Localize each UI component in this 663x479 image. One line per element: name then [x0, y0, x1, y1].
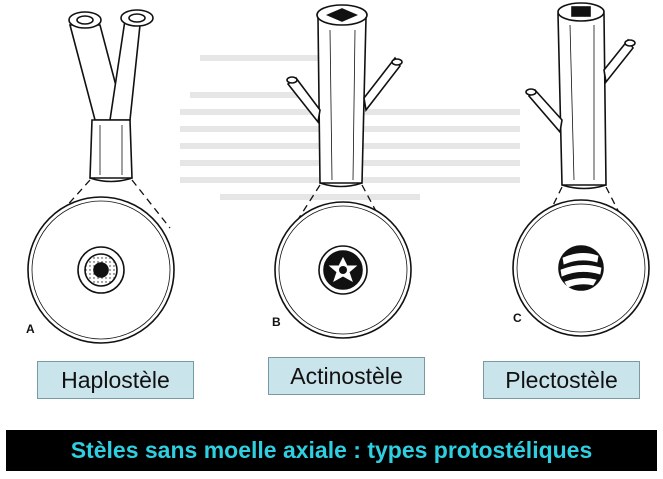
plectostele-stem-drawing: [525, 2, 636, 190]
actinostele-cross-section: [274, 201, 412, 339]
panel-letter-c: C: [513, 311, 522, 325]
haplostele-cross-section: [27, 196, 175, 344]
label-actinostele-text: Actinostèle: [290, 362, 403, 389]
panel-letter-a: A: [26, 322, 35, 336]
label-haplostele: Haplostèle: [37, 361, 194, 399]
plectostele-cross-section: [512, 199, 650, 337]
label-actinostele: Actinostèle: [268, 357, 425, 395]
label-plectostele: Plectostèle: [483, 361, 640, 399]
title-banner: Stèles sans moelle axiale : types protos…: [6, 430, 657, 471]
panel-letter-b: B: [272, 315, 281, 329]
label-haplostele-text: Haplostèle: [61, 366, 170, 393]
haplostele-stem-drawing: [68, 9, 154, 183]
actinostele-stem-drawing: [286, 4, 403, 188]
label-plectostele-text: Plectostèle: [505, 366, 618, 393]
title-banner-text: Stèles sans moelle axiale : types protos…: [70, 437, 593, 463]
